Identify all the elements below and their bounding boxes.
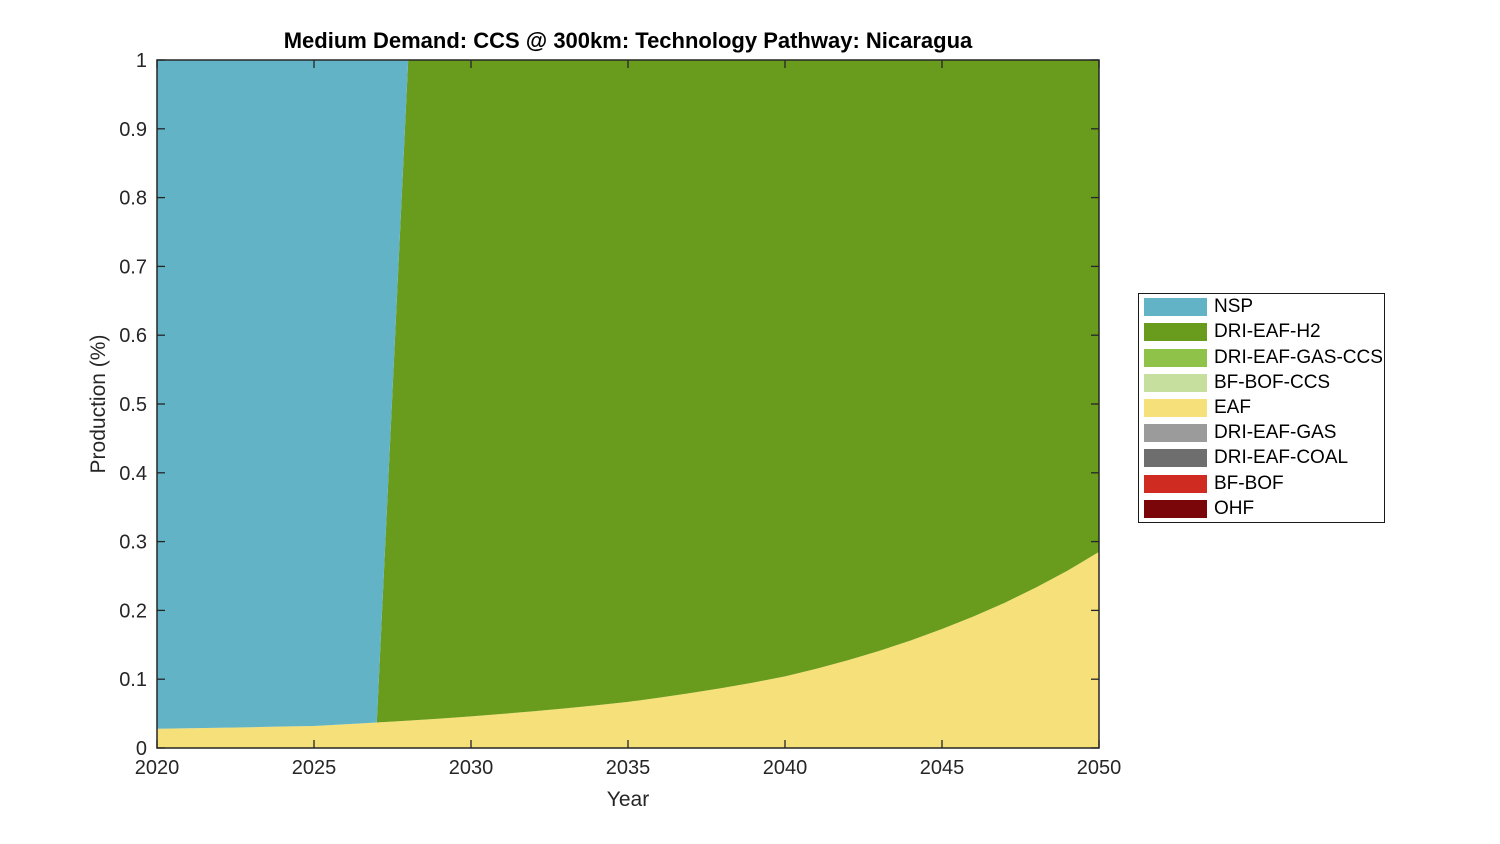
x-tick-label: 2050: [1077, 757, 1122, 779]
y-tick-label: 0.6: [119, 325, 147, 347]
legend-swatch-icon: [1144, 424, 1207, 443]
legend-item: DRI-EAF-GAS-CCS: [1139, 346, 1384, 370]
x-tick-label: 2025: [292, 757, 337, 779]
legend-label: DRI-EAF-H2: [1214, 321, 1321, 343]
legend-label: BF-BOF: [1214, 472, 1284, 494]
legend-label: DRI-EAF-COAL: [1214, 447, 1349, 469]
legend-label: NSP: [1214, 296, 1254, 318]
legend-item: BF-BOF-CCS: [1139, 371, 1384, 395]
legend-label: DRI-EAF-GAS: [1214, 422, 1337, 444]
legend-label: EAF: [1214, 396, 1251, 418]
y-tick-label: 0.4: [119, 463, 147, 485]
x-tick-label: 2030: [449, 757, 494, 779]
legend-label: DRI-EAF-GAS-CCS: [1214, 346, 1383, 368]
area-EAF: [157, 551, 1099, 748]
legend-swatch-icon: [1144, 398, 1207, 417]
y-tick-label: 0.7: [119, 256, 147, 278]
legend-item: OHF: [1139, 497, 1384, 521]
legend-item: NSP: [1139, 295, 1384, 319]
x-axis-label: Year: [606, 788, 650, 811]
y-tick-label: 0: [136, 738, 147, 760]
x-tick-label: 2035: [606, 757, 651, 779]
legend-swatch-icon: [1144, 348, 1207, 367]
area-DRI-EAF-H2: [157, 60, 1099, 729]
legend-swatch-icon: [1144, 499, 1207, 518]
x-tick-label: 2020: [135, 757, 180, 779]
chart-title: Medium Demand: CCS @ 300km: Technology P…: [283, 28, 973, 53]
area-NSP: [157, 60, 1099, 729]
legend-swatch-icon: [1144, 323, 1207, 342]
y-tick-label: 0.2: [119, 600, 147, 622]
y-axis-label: Production (%): [87, 334, 110, 474]
legend-label: BF-BOF-CCS: [1214, 371, 1331, 393]
legend-item: EAF: [1139, 396, 1384, 420]
plot-border: [156, 59, 1100, 749]
legend-item: BF-BOF: [1139, 472, 1384, 496]
legend-item: DRI-EAF-COAL: [1139, 446, 1384, 470]
y-tick-label: 0.8: [119, 188, 147, 210]
legend-item: DRI-EAF-GAS: [1139, 421, 1384, 445]
y-tick-label: 0.3: [119, 532, 147, 554]
y-tick-label: 1: [136, 50, 147, 72]
legend-label: OHF: [1214, 497, 1255, 519]
y-tick-label: 0.1: [119, 669, 147, 691]
y-tick-label: 0.9: [119, 119, 147, 141]
y-tick-label: 0.5: [119, 394, 147, 416]
x-tick-label: 2045: [920, 757, 965, 779]
legend-swatch-icon: [1144, 373, 1207, 392]
legend-swatch-icon: [1144, 298, 1207, 317]
legend-item: DRI-EAF-H2: [1139, 320, 1384, 344]
legend: NSP DRI-EAF-H2 DRI-EAF-GAS-CCS BF-BOF-CCS EA…: [1138, 293, 1385, 523]
legend-swatch-icon: [1144, 449, 1207, 468]
legend-swatch-icon: [1144, 474, 1207, 493]
x-tick-label: 2040: [763, 757, 808, 779]
